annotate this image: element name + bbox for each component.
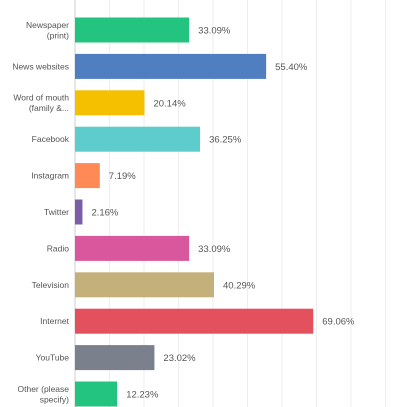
category-label: Twitter <box>44 207 69 217</box>
bar <box>75 199 83 225</box>
category-label: Radio <box>47 243 69 253</box>
category-label: YouTube <box>36 353 70 363</box>
bars <box>75 17 314 407</box>
bar <box>75 381 118 407</box>
data-label: 55.40% <box>275 62 308 73</box>
data-label: 36.25% <box>209 135 242 146</box>
category-label: Word of mouth (family &... <box>13 93 69 114</box>
bar <box>75 53 267 79</box>
data-label: 7.19% <box>109 171 136 182</box>
bar <box>75 272 215 298</box>
category-label: News websites <box>12 61 69 71</box>
category-label: Facebook <box>32 134 70 144</box>
bar <box>75 308 314 334</box>
category-label: Instagram <box>31 171 69 181</box>
data-label: 2.16% <box>91 208 118 219</box>
bar <box>75 90 145 116</box>
labels: 33.09% Newspaper (print) 55.40% News website… <box>12 20 355 405</box>
bar <box>75 235 190 261</box>
data-label: 12.23% <box>126 390 159 401</box>
data-label: 33.09% <box>198 26 231 37</box>
data-label: 69.06% <box>322 317 355 328</box>
bar <box>75 345 155 371</box>
data-label: 33.09% <box>198 244 231 255</box>
data-label: 40.29% <box>223 280 256 291</box>
category-label: Other (please specify) <box>18 384 70 405</box>
category-label: Internet <box>40 316 69 326</box>
bar <box>75 163 100 189</box>
bar <box>75 126 201 152</box>
bar <box>75 17 190 43</box>
category-label: Newspaper (print) <box>26 20 69 41</box>
data-label: 23.02% <box>163 353 196 364</box>
data-label: 20.14% <box>153 98 186 109</box>
category-label: Television <box>32 280 70 290</box>
